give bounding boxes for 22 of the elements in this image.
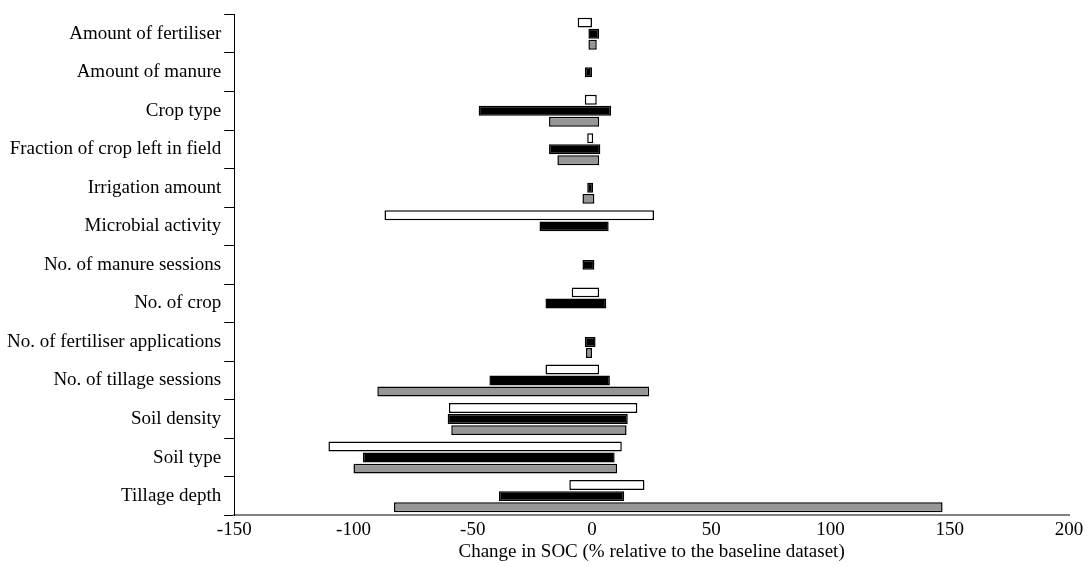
- y-tick-label: Fraction of crop left in field: [9, 137, 222, 159]
- y-tick-label: No. of crop: [134, 291, 222, 313]
- x-tick-label: -50: [460, 517, 486, 539]
- y-tick-label: Amount of manure: [76, 60, 222, 82]
- x-tick-label: 150: [935, 517, 964, 539]
- y-tick-label: No. of tillage sessions: [53, 368, 222, 390]
- y-tick-label: No. of manure sessions: [43, 252, 222, 274]
- y-tick-label: Amount of fertiliser: [69, 21, 222, 43]
- y-tick-label: Soil density: [130, 407, 222, 429]
- y-tick-label: Irrigation amount: [87, 175, 222, 197]
- x-tick-label: -150: [216, 517, 252, 539]
- y-tick-label: No. of fertiliser applications: [7, 329, 222, 351]
- x-axis-title: Change in SOC (% relative to the baseline dataset): [458, 539, 845, 562]
- x-tick-label: 100: [816, 517, 845, 539]
- x-tick-label: -100: [336, 517, 371, 539]
- y-tick-label: Crop type: [145, 98, 222, 120]
- x-tick-label: 200: [1054, 517, 1084, 539]
- y-tick-label: Microbial activity: [84, 214, 222, 236]
- x-tick-label: 50: [701, 517, 721, 539]
- x-tick-label: 0: [587, 517, 597, 539]
- y-tick-label: Soil type: [153, 445, 222, 467]
- y-tick-label: Tillage depth: [121, 484, 222, 506]
